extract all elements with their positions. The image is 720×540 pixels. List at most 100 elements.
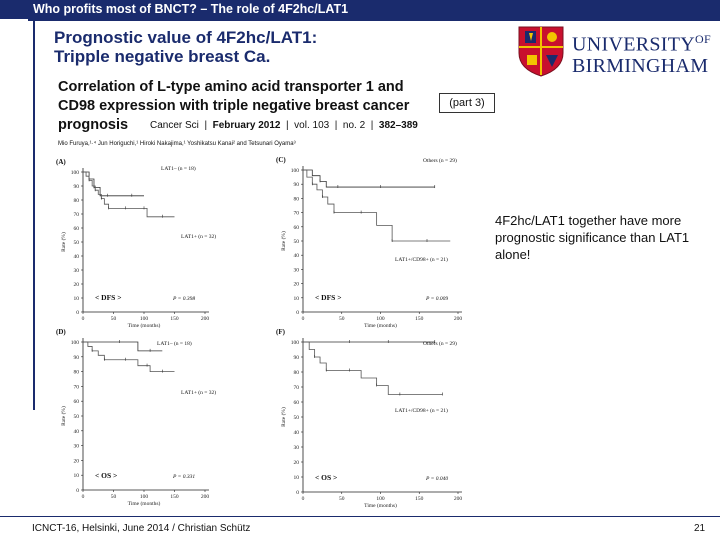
- x-tick-label: 0: [82, 494, 85, 500]
- y-tick-label: 70: [74, 384, 80, 390]
- x-axis-label: Time (months): [128, 500, 161, 507]
- x-tick-label: 200: [201, 494, 210, 500]
- endpoint-tag: < DFS >: [95, 293, 121, 302]
- x-tick-label: 50: [339, 316, 345, 322]
- header-bar: Who profits most of BNCT? – The role of …: [0, 0, 720, 19]
- y-tick-label: 50: [294, 415, 300, 421]
- x-tick-label: 200: [201, 316, 210, 322]
- y-tick-label: 20: [294, 282, 300, 288]
- series-label: LAT1+/CD98+ (n = 21): [395, 407, 448, 414]
- y-tick-label: 0: [76, 310, 79, 316]
- y-tick-label: 0: [296, 310, 299, 316]
- p-value-label: P = 0.398: [172, 296, 195, 302]
- y-tick-label: 30: [294, 445, 300, 451]
- paper-citation: Cancer Sci | February 2012 | vol. 103 | …: [150, 120, 418, 131]
- y-tick-label: 10: [74, 473, 80, 479]
- y-tick-label: 20: [74, 458, 80, 464]
- university-name: UNIVERSITYOF BIRMINGHAM: [572, 29, 711, 77]
- x-tick-label: 150: [415, 496, 424, 502]
- series-label: LAT1+ (n = 32): [181, 389, 216, 396]
- endpoint-tag: < OS >: [95, 471, 117, 480]
- footer-conference: ICNCT-16, Helsinki, June 2014 / Christia…: [32, 523, 251, 534]
- left-accent-line: [33, 21, 35, 410]
- journal-volume: vol. 103: [294, 120, 330, 131]
- y-tick-label: 60: [294, 225, 300, 231]
- p-value-label: P = 0.009: [425, 296, 448, 302]
- x-tick-label: 150: [170, 316, 179, 322]
- y-tick-label: 10: [294, 296, 300, 302]
- x-tick-label: 0: [82, 316, 85, 322]
- x-tick-label: 100: [376, 496, 385, 502]
- panel-label: (C): [276, 156, 286, 164]
- y-tick-label: 70: [74, 212, 80, 218]
- series-label: LAT1+/CD98+ (n = 21): [395, 256, 448, 263]
- survival-curve-2: [83, 341, 175, 372]
- slide-comment: 4F2hc/LAT1 together have more prognostic…: [495, 213, 690, 262]
- p-value-label: P = 0.331: [172, 474, 195, 480]
- y-axis-label: Rate (%): [60, 406, 67, 426]
- university-name-of: OF: [695, 32, 711, 46]
- y-tick-label: 90: [74, 184, 80, 190]
- slide-title: Prognostic value of 4F2hc/LAT1: Tripple …: [54, 28, 317, 66]
- x-tick-label: 50: [111, 494, 117, 500]
- x-tick-label: 100: [376, 316, 385, 322]
- y-axis-label: Rate (%): [280, 407, 287, 427]
- x-tick-label: 150: [170, 494, 179, 500]
- part-label: (part 3): [439, 93, 495, 113]
- page-number: 21: [694, 523, 706, 534]
- breadcrumb: Who profits most of BNCT? – The role of …: [33, 2, 349, 16]
- y-tick-label: 80: [74, 370, 80, 376]
- paper-title-line-1: Correlation of L-type amino acid transpo…: [58, 79, 404, 95]
- x-tick-label: 150: [415, 316, 424, 322]
- x-axis-label: Time (months): [128, 322, 161, 329]
- y-axis-label: Rate (%): [280, 231, 287, 251]
- x-tick-label: 200: [454, 316, 463, 322]
- survival-curve-2: [303, 341, 443, 395]
- university-name-line-1: UNIVERSITY: [572, 33, 695, 56]
- x-tick-label: 0: [302, 496, 305, 502]
- university-crest-icon: [518, 26, 564, 77]
- y-tick-label: 40: [294, 430, 300, 436]
- panel-label: (A): [56, 158, 66, 166]
- paper-authors: Mio Furuya,¹·⁴ Jun Horiguchi,¹ Hiroki Na…: [58, 141, 296, 147]
- paper-title-line-3: prognosis: [58, 117, 129, 133]
- y-tick-label: 40: [294, 253, 300, 259]
- y-tick-label: 20: [294, 460, 300, 466]
- x-tick-label: 0: [302, 316, 305, 322]
- y-tick-label: 80: [294, 196, 300, 202]
- y-tick-label: 0: [296, 490, 299, 496]
- survival-curve-2: [83, 171, 175, 218]
- y-tick-label: 70: [294, 211, 300, 217]
- y-tick-label: 30: [74, 444, 80, 450]
- y-tick-label: 40: [74, 254, 80, 260]
- y-tick-label: 60: [294, 400, 300, 406]
- y-tick-label: 80: [294, 370, 300, 376]
- panel-label: (F): [276, 328, 286, 336]
- paper-title-line-2: CD98 expression with triple negative bre…: [58, 98, 410, 114]
- x-axis-label: Time (months): [364, 322, 397, 329]
- y-tick-label: 50: [74, 414, 80, 420]
- x-tick-label: 50: [339, 496, 345, 502]
- slide-title-line-2: Tripple negative breast Ca.: [54, 47, 271, 66]
- y-tick-label: 50: [74, 240, 80, 246]
- survival-curve-1: [303, 169, 435, 188]
- header-divider: [28, 19, 720, 21]
- x-tick-label: 100: [140, 316, 149, 322]
- footer-divider: [0, 516, 720, 517]
- series-label: Others (n = 29): [423, 157, 457, 164]
- y-tick-label: 100: [291, 340, 300, 346]
- y-tick-label: 70: [294, 385, 300, 391]
- y-tick-label: 100: [71, 170, 80, 176]
- journal-name: Cancer Sci: [150, 120, 199, 131]
- y-tick-label: 10: [294, 475, 300, 481]
- y-tick-label: 60: [74, 226, 80, 232]
- survival-curve-2: [303, 169, 451, 242]
- y-tick-label: 20: [74, 282, 80, 288]
- series-label: LAT1+ (n = 32): [181, 233, 216, 240]
- x-tick-label: 200: [454, 496, 463, 502]
- journal-issue: no. 2: [342, 120, 366, 131]
- publication-date: February 2012: [212, 120, 281, 131]
- y-axis-label: Rate (%): [60, 232, 67, 252]
- y-tick-label: 50: [294, 239, 300, 245]
